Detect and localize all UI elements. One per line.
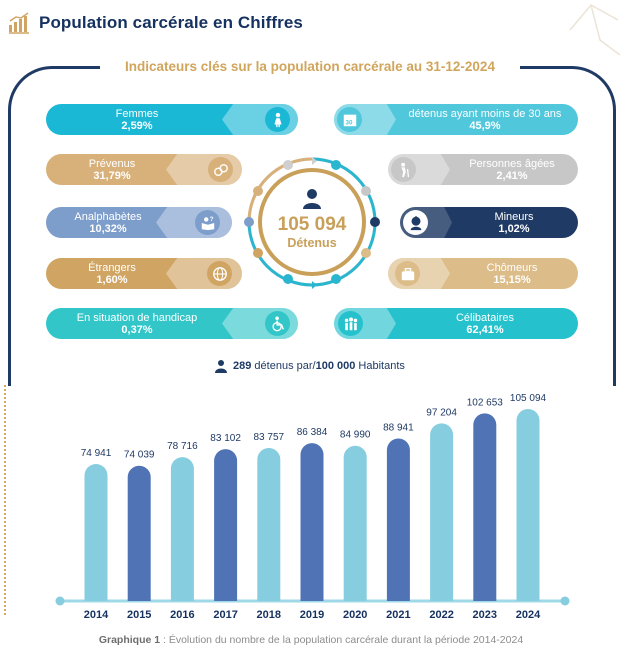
- indicator-value: 2,59%: [121, 120, 153, 132]
- wheelchair-icon: [265, 311, 290, 336]
- data-label-2023: 102 653: [467, 397, 504, 408]
- indicator-value: 0,37%: [121, 324, 153, 336]
- person-icon: [215, 360, 227, 373]
- x-tick-2019: 2019: [300, 609, 324, 621]
- data-label-2024: 105 094: [510, 393, 547, 404]
- bar-2022: [430, 423, 454, 601]
- x-tick-2015: 2015: [127, 609, 151, 621]
- indicator-value: 10,32%: [89, 223, 127, 235]
- x-tick-2021: 2021: [386, 609, 410, 621]
- globe-person-icon: [207, 261, 232, 286]
- indicator-personnes-agees: Personnes âgées 2,41%: [388, 154, 578, 185]
- data-label-2018: 83 757: [254, 432, 285, 443]
- bar-2018: [257, 447, 281, 601]
- indicator-value: 15,15%: [493, 274, 531, 286]
- x-tick-2016: 2016: [170, 609, 194, 621]
- population-bar-chart: 74 941 2014 74 039 2015 78 716 2016 83 102 2017…: [55, 393, 570, 621]
- baseline-end-dot: [560, 596, 570, 606]
- indicator-label: Étrangers: [88, 262, 136, 274]
- indicator-label: Analphabètes: [74, 211, 142, 223]
- indicator-value: 1,60%: [96, 274, 128, 286]
- indicator-label: Chômeurs: [486, 262, 538, 274]
- person-icon: [303, 189, 321, 209]
- bar-2019: [300, 443, 324, 601]
- chart-caption: Graphique 1 : Évolution du nombre de la …: [0, 634, 622, 646]
- woman-icon: [265, 107, 290, 132]
- hub-total-label: Détenus: [287, 236, 337, 250]
- ratio-middle: détenus par/: [254, 360, 316, 372]
- indicator-label: Mineurs: [494, 211, 534, 223]
- data-label-2020: 84 990: [340, 430, 371, 441]
- bar-2017: [214, 449, 238, 601]
- indicator-celibataires: Célibataires 62,41%: [334, 308, 578, 339]
- x-tick-2018: 2018: [257, 609, 281, 621]
- ratio-line: 289 détenus par/100 000 Habitants: [214, 357, 434, 375]
- page-header: Population carcérale en Chiffres: [8, 8, 303, 38]
- caption-text: : Évolution du nombre de la population c…: [160, 634, 524, 646]
- indicator-label: Personnes âgées: [469, 158, 555, 170]
- indicators-subtitle: Indicateurs clés sur la population carcé…: [100, 56, 520, 78]
- svg-text:?: ?: [209, 216, 213, 223]
- svg-text:30: 30: [345, 119, 352, 126]
- group-icon: [338, 311, 363, 336]
- briefcase-icon: [395, 261, 420, 286]
- decorative-pattern: [569, 4, 621, 56]
- data-label-2017: 83 102: [210, 433, 241, 444]
- x-tick-2024: 2024: [516, 609, 541, 621]
- data-label-2016: 78 716: [167, 441, 198, 452]
- hub-total-value: 105 094: [277, 214, 347, 235]
- indicator-label: Célibataires: [455, 312, 515, 324]
- indicator-value: 62,41%: [466, 324, 504, 336]
- indicator-value: 45,9%: [469, 120, 501, 132]
- ratio-suffix: Habitants: [358, 360, 405, 372]
- bar-2015: [127, 465, 151, 601]
- x-tick-2020: 2020: [343, 609, 367, 621]
- bar-2021: [386, 438, 410, 601]
- decorative-dots: [4, 385, 8, 615]
- indicator-value: 1,02%: [498, 223, 530, 235]
- hub-ring: [244, 157, 380, 289]
- indicator-value: 31,79%: [93, 170, 131, 182]
- bar-2020: [343, 445, 367, 601]
- bar-chart-icon: [9, 12, 29, 34]
- elderly-icon: [391, 157, 416, 182]
- indicator-etrangers: Étrangers 1,60%: [46, 258, 242, 289]
- bar-2024: [516, 408, 540, 601]
- caption-bold: Graphique 1: [98, 634, 161, 646]
- indicator-femmes: Femmes 2,59%: [46, 104, 298, 135]
- reading-question-icon: ?: [195, 210, 220, 235]
- ratio-per: 100 000: [315, 360, 356, 372]
- data-label-2015: 74 039: [124, 450, 155, 461]
- data-label-2021: 88 941: [383, 422, 414, 433]
- indicator-label: Femmes: [115, 108, 159, 120]
- x-tick-2014: 2014: [84, 609, 109, 621]
- handcuffs-icon: [208, 157, 233, 182]
- indicator-value: 2,41%: [496, 170, 528, 182]
- ratio-number: 289: [233, 360, 252, 372]
- indicator-label: détenus ayant moins de 30 ans: [408, 108, 562, 120]
- bar-2016: [170, 457, 194, 601]
- calendar-30-icon: 30: [337, 107, 362, 132]
- x-tick-2023: 2023: [473, 609, 497, 621]
- indicator-handicap: En situation de handicap 0,37%: [46, 308, 298, 339]
- bar-2023: [473, 413, 497, 601]
- data-label-2014: 74 941: [81, 448, 112, 459]
- x-tick-2017: 2017: [213, 609, 237, 621]
- x-tick-2022: 2022: [429, 609, 453, 621]
- indicator-label: En situation de handicap: [76, 312, 198, 324]
- data-label-2019: 86 384: [297, 427, 328, 438]
- baseline-start-dot: [55, 596, 65, 606]
- page-title: Population carcérale en Chiffres: [39, 13, 303, 32]
- data-label-2022: 97 204: [426, 407, 457, 418]
- child-icon: [403, 210, 428, 235]
- indicator-label: Prévenus: [88, 158, 136, 170]
- indicator-moins-30-ans: détenus ayant moins de 30 ans 45,9%: [334, 104, 578, 135]
- bar-2014: [84, 464, 108, 601]
